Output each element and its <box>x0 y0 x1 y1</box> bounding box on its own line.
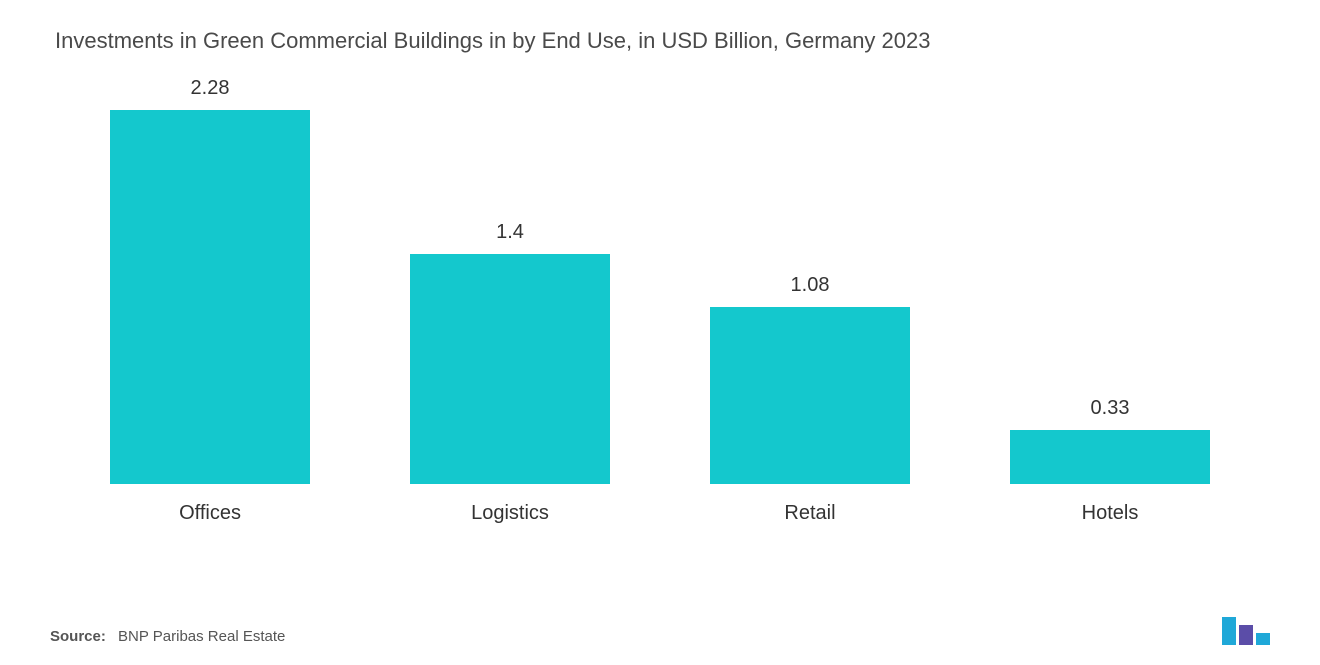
bar-value-label: 1.4 <box>496 221 524 244</box>
logo-bar-icon <box>1239 625 1253 645</box>
bar <box>410 254 610 484</box>
bars-container: 2.28 1.4 1.08 0.33 <box>50 74 1270 484</box>
bar-value-label: 0.33 <box>1091 397 1130 420</box>
bar-group: 0.33 <box>978 397 1242 484</box>
logo-bar-icon <box>1256 633 1270 645</box>
bar-value-label: 2.28 <box>191 77 230 100</box>
bar-group: 1.4 <box>378 221 642 484</box>
x-axis-label: Retail <box>678 502 942 525</box>
x-axis-label: Offices <box>78 502 342 525</box>
source-label: Source: <box>50 628 106 645</box>
bar <box>110 110 310 484</box>
source-line: Source: BNP Paribas Real Estate <box>50 628 285 645</box>
bar <box>1010 430 1210 484</box>
x-axis-label: Logistics <box>378 502 642 525</box>
brand-logo-icon <box>1222 617 1270 645</box>
chart-title: Investments in Green Commercial Building… <box>55 28 1270 54</box>
source-text: BNP Paribas Real Estate <box>118 628 285 645</box>
x-axis: Offices Logistics Retail Hotels <box>50 502 1270 525</box>
chart-area: 2.28 1.4 1.08 0.33 Offices Logistics Retail Ho… <box>50 74 1270 544</box>
bar-group: 1.08 <box>678 274 942 484</box>
bar-value-label: 1.08 <box>791 274 830 297</box>
x-axis-label: Hotels <box>978 502 1242 525</box>
bar <box>710 307 910 484</box>
bar-group: 2.28 <box>78 77 342 484</box>
chart-footer: Source: BNP Paribas Real Estate <box>50 617 1270 645</box>
logo-bar-icon <box>1222 617 1236 645</box>
